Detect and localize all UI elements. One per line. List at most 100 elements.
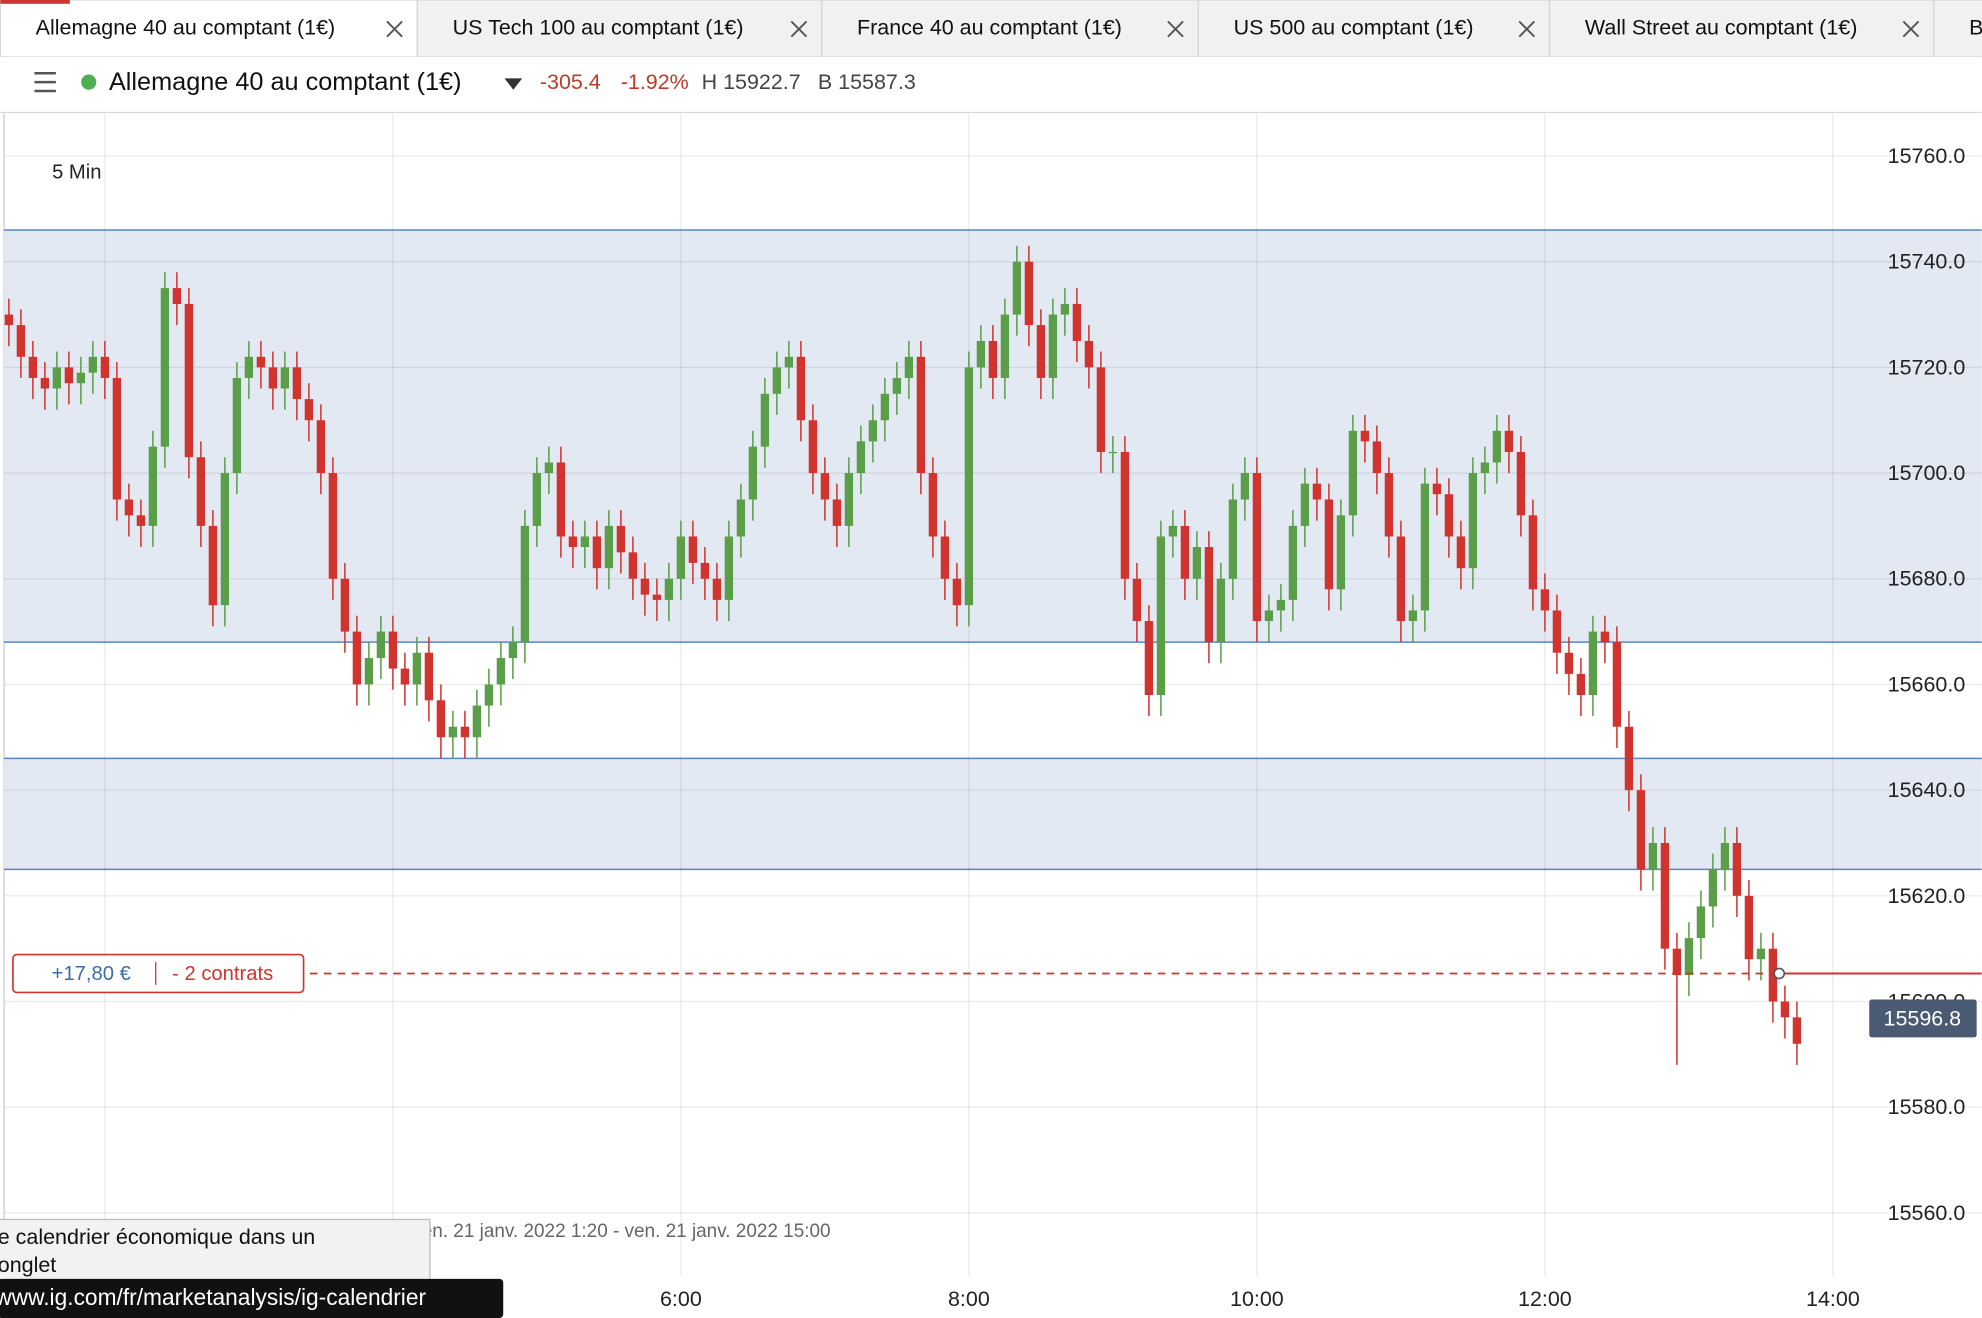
candle-body: [268, 367, 278, 389]
candle-body: [1132, 578, 1142, 622]
tab-label[interactable]: US 500 au comptant (1€): [1234, 16, 1474, 40]
candle-body: [844, 473, 854, 526]
high: H 15922.7: [702, 70, 801, 94]
candle-body: [1012, 261, 1022, 315]
y-tick-label: 15680.0: [1888, 567, 1966, 591]
candle-body: [1348, 430, 1358, 516]
tab-label[interactable]: France 40 au comptant (1€): [857, 16, 1122, 40]
candle-body: [484, 684, 494, 706]
candle-body: [1528, 515, 1538, 590]
tab[interactable]: [821, 0, 1199, 58]
x-tick-label: 12:00: [1518, 1287, 1572, 1311]
tab-close[interactable]: [386, 20, 403, 38]
candle-body: [232, 377, 242, 474]
candle-body: [1468, 473, 1478, 569]
candle-body: [424, 652, 434, 701]
candle-body: [1708, 869, 1718, 907]
candle-body: [1744, 895, 1754, 960]
change-pct: -1.92%: [621, 70, 689, 94]
x-tick-label: 6:00: [660, 1287, 702, 1311]
last-price-tag: [1869, 999, 1977, 1038]
candle-body: [364, 658, 374, 685]
candle-body: [28, 356, 38, 378]
candle-body: [832, 499, 842, 526]
candle-body: [1360, 430, 1370, 442]
candle-body: [1684, 938, 1694, 976]
candle-body: [1780, 1001, 1790, 1018]
candle-body: [64, 367, 74, 384]
candle-body: [1300, 483, 1310, 526]
candle-body: [1312, 483, 1322, 500]
tab-close[interactable]: [1902, 20, 1920, 38]
candle-body: [1792, 1017, 1802, 1044]
plot: 15560.015580.015600.015620.015640.015660…: [0, 113, 1982, 1318]
candle-body: [1600, 631, 1610, 643]
candle-body: [1228, 499, 1238, 579]
candle-body: [436, 700, 446, 738]
candle-body: [820, 473, 830, 500]
candle-body: [616, 525, 626, 553]
position-marker: [1773, 967, 1786, 980]
candle-body: [1624, 726, 1634, 791]
candle-body: [1072, 303, 1082, 341]
candle-body: [1264, 610, 1274, 622]
candle-body: [676, 536, 686, 579]
tab-label[interactable]: US Tech 100 au comptant (1€): [453, 16, 744, 40]
menu-icon[interactable]: [34, 72, 56, 93]
candle-body: [304, 399, 314, 421]
candle-body: [1672, 948, 1682, 976]
candle-body: [4, 314, 14, 326]
tab-close[interactable]: [1167, 20, 1184, 38]
candle-body: [124, 499, 134, 516]
tab-close[interactable]: [790, 20, 808, 38]
dropdown[interactable]: [504, 78, 523, 90]
tab-label[interactable]: Wall Street au comptant (1€): [1585, 16, 1857, 40]
candle-body: [472, 705, 482, 738]
interval-label: 5 Min: [52, 161, 101, 183]
candle-body: [952, 578, 962, 606]
zone: [4, 758, 1982, 870]
candle-body: [1036, 325, 1046, 378]
tab-close[interactable]: [1518, 20, 1536, 38]
candle-body: [784, 356, 794, 368]
candle-body: [160, 288, 170, 447]
candle-body: [40, 377, 50, 389]
position-badge[interactable]: [12, 953, 305, 994]
tab-label[interactable]: Allemagne 40 au comptant (1€): [36, 16, 336, 40]
instrument[interactable]: Allemagne 40 au comptant (1€): [109, 68, 462, 96]
candle-body: [388, 631, 398, 669]
y-tick-label: 15560.0: [1888, 1201, 1966, 1225]
candle-body: [1024, 261, 1034, 326]
candle-body: [400, 668, 410, 685]
candle-body: [352, 631, 362, 685]
y-tick-label: 15620.0: [1888, 884, 1966, 908]
candle-body: [1048, 314, 1058, 378]
y-tick-label: 15640.0: [1888, 778, 1966, 802]
candle-body: [748, 446, 758, 500]
candle-body: [1000, 314, 1010, 378]
candle-body: [700, 562, 710, 579]
candle-body: [628, 552, 638, 579]
tab[interactable]: [0, 0, 418, 58]
candle-body: [1516, 451, 1526, 516]
y-tick-label: 15700.0: [1888, 461, 1966, 485]
candle-body: [892, 377, 902, 394]
candle-body: [1096, 367, 1106, 452]
y-tick-label: 15760.0: [1888, 144, 1966, 168]
candle-body: [1144, 621, 1154, 696]
candle-body: [1564, 652, 1574, 674]
candle-body: [100, 356, 110, 378]
last-price-label: 15596.8: [1884, 1006, 1962, 1030]
candle-body: [856, 441, 866, 474]
tooltip-text: e calendrier économique dans un: [0, 1225, 315, 1249]
url-text: www.ig.com/fr/marketanalysis/ig-calendri…: [0, 1284, 426, 1310]
candle-body: [1396, 536, 1406, 622]
candle-body: [688, 536, 698, 563]
candle-body: [1612, 642, 1622, 727]
candle-body: [136, 515, 146, 526]
candle-body: [1756, 948, 1766, 960]
candle-body: [1540, 589, 1550, 611]
x-tick-label: 10:00: [1230, 1287, 1284, 1311]
tab-label[interactable]: B: [1969, 16, 1982, 40]
